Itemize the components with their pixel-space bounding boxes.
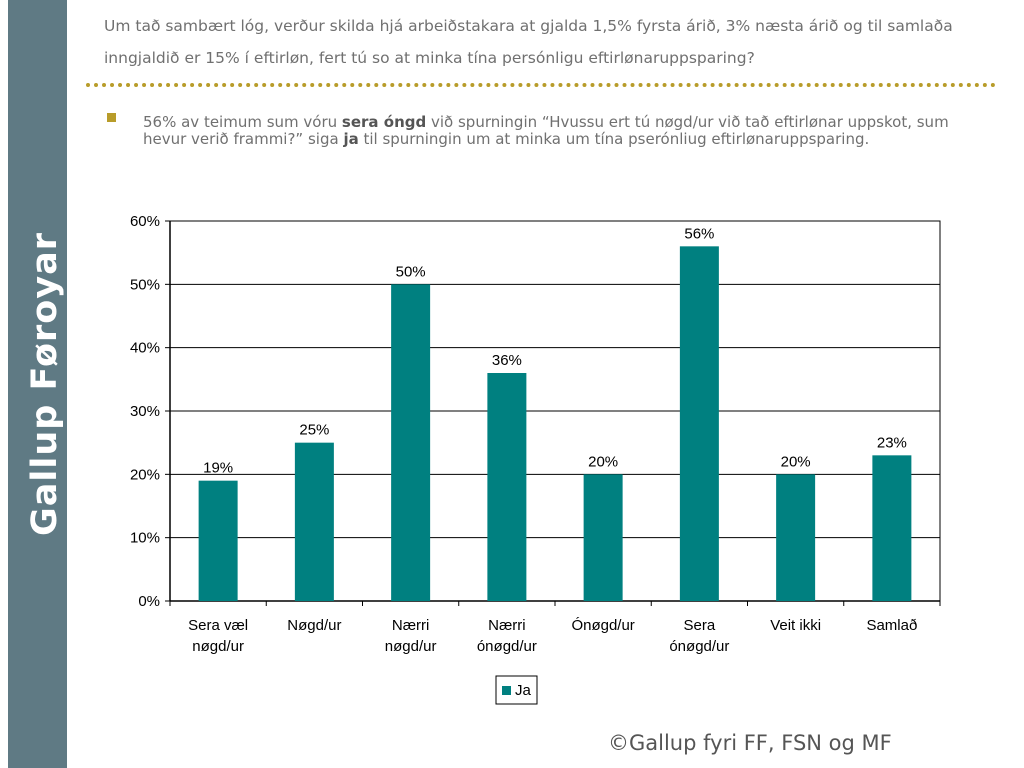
x-tick-label: Nøgd/ur [287,617,341,634]
y-tick-label: 10% [130,530,160,547]
sidebar: Gallup Føroyar [8,0,67,768]
y-tick-label: 20% [130,466,160,483]
x-tick-label: Sera ónøgd/ur [669,617,729,655]
data-label: 20% [781,453,811,470]
bar [198,480,238,601]
bullet-bold-2: ja [343,130,359,148]
legend-swatch [502,686,511,695]
data-label: 19% [203,460,233,477]
bar [872,455,912,601]
bar [487,373,527,601]
bullet-square-icon [107,113,116,122]
data-label: 23% [877,434,907,451]
x-tick-label: Veit ikki [770,617,821,634]
legend-label: Ja [515,682,532,699]
data-label: 56% [684,225,714,242]
dotted-divider [86,83,996,87]
bullet-bold-1: sera óngd [341,113,427,131]
x-tick-label: Nærri nøgd/ur [385,617,437,655]
y-tick-label: 0% [138,593,160,610]
bar [391,284,431,601]
data-label: 50% [396,263,426,280]
y-tick-label: 30% [130,403,160,420]
x-tick-label: Sera væl nøgd/ur [188,617,248,655]
bar [294,442,334,601]
data-label: 25% [299,422,329,439]
x-tick-label: Ónøgd/ur [571,617,634,634]
data-label: 20% [588,453,618,470]
bar [583,474,623,601]
y-tick-label: 50% [130,276,160,293]
x-tick-label: Nærri ónøgd/ur [477,617,537,655]
bar [679,246,719,602]
footer-copyright: ©Gallup fyri FF, FSN og MF [608,731,892,755]
bar [776,474,816,601]
x-tick-label: Samlað [866,617,917,634]
bullet-part-1: 56% av teimum sum vóru [143,113,342,131]
bullet-part-2: við spurningin “Hvussu ert tú nøgd/ur vi… [143,113,949,148]
data-label: 36% [492,352,522,369]
bullet-part-3: til spurningin um at minka um tína pseró… [358,130,870,148]
y-tick-label: 40% [130,340,160,357]
bullet-text: 56% av teimum sum vóru sera óngd við spu… [143,114,973,148]
question-text: Um tað sambært lóg, verður skilda hjá ar… [104,17,953,67]
y-tick-label: 60% [130,213,160,230]
